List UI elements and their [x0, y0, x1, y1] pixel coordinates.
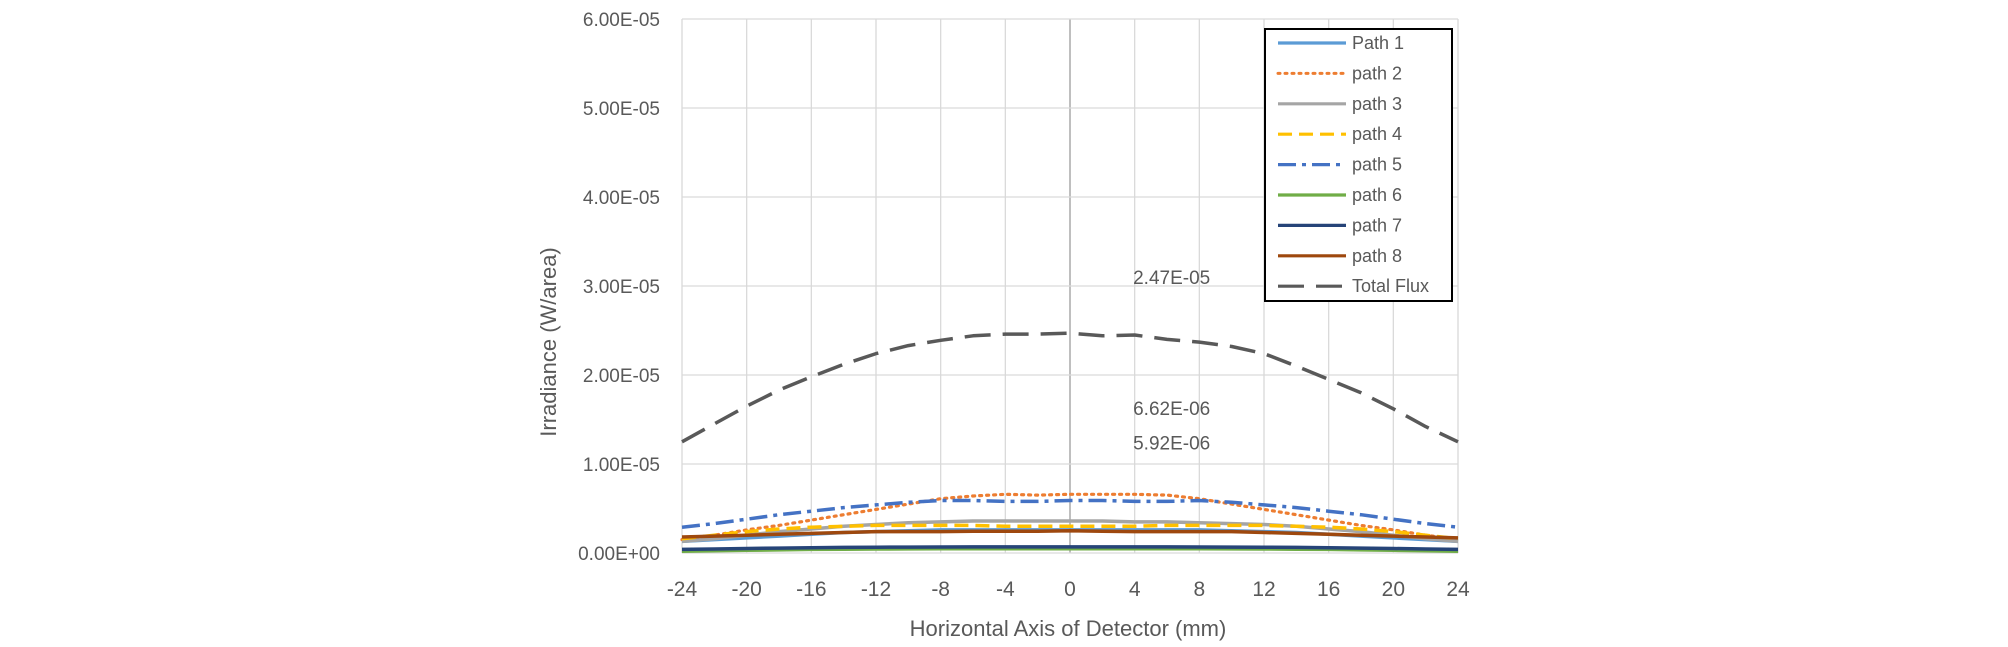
series-line-path-8	[681, 529, 1459, 540]
legend-label: path 5	[1352, 155, 1402, 175]
legend-label: path 3	[1352, 94, 1402, 114]
x-tick-label: 12	[1252, 578, 1275, 601]
data-annotation: 6.62E-06	[1133, 399, 1210, 420]
series-line-path-5	[681, 498, 1459, 529]
x-tick-label: -16	[796, 578, 826, 601]
x-tick-label: 0	[1064, 578, 1076, 601]
y-tick-label: 3.00E-05	[583, 277, 660, 298]
data-annotation: 5.92E-06	[1133, 434, 1210, 455]
x-axis-tick-labels: -24 -20 -16 -12 -8 -4 0 4 8 12 16 20 24	[667, 578, 1470, 601]
legend-box	[1264, 28, 1453, 302]
legend-label: path 2	[1352, 63, 1402, 83]
y-tick-label: 2.00E-05	[583, 366, 660, 387]
legend-label: Total Flux	[1352, 276, 1429, 296]
x-tick-label: -12	[861, 578, 891, 601]
x-tick-label: 8	[1193, 578, 1205, 601]
y-axis-tick-labels: 0.00E+00 1.00E-05 2.00E-05 3.00E-05 4.00E-05…	[578, 10, 660, 565]
data-annotation: 2.47E-05	[1133, 268, 1210, 289]
x-tick-label: -4	[996, 578, 1015, 601]
series-line-path-2	[680, 492, 1460, 542]
series-line-path-4	[681, 523, 1459, 541]
y-tick-label: 0.00E+00	[578, 544, 660, 565]
y-tick-label: 1.00E-05	[583, 455, 660, 476]
x-tick-label: -20	[731, 578, 761, 601]
x-tick-label: -24	[667, 578, 698, 601]
series-line-path-3	[681, 519, 1459, 544]
series-line-path-7	[681, 545, 1459, 552]
x-tick-label: 4	[1129, 578, 1141, 601]
x-tick-label: 20	[1382, 578, 1405, 601]
legend-label: path 4	[1352, 124, 1402, 144]
y-tick-label: 4.00E-05	[583, 188, 660, 209]
chart-series-layer	[680, 331, 1460, 553]
y-tick-label: 5.00E-05	[583, 99, 660, 120]
y-tick-label: 6.00E-05	[583, 10, 660, 31]
legend-label: path 8	[1352, 246, 1402, 266]
x-tick-label: 24	[1446, 578, 1470, 601]
y-axis-title: Irradiance (W/area)	[536, 247, 561, 437]
chart-legend: Path 1 path 2 path 3 path 4 path 5 path 6 path…	[1264, 28, 1453, 302]
legend-label: path 6	[1352, 185, 1402, 205]
legend-label: path 7	[1352, 215, 1402, 235]
legend-label: Path 1	[1352, 33, 1404, 53]
x-axis-title: Horizontal Axis of Detector (mm)	[910, 616, 1227, 641]
x-tick-label: -8	[931, 578, 950, 601]
x-tick-label: 16	[1317, 578, 1340, 601]
chart-annotations: 2.47E-05 6.62E-06 5.92E-06	[1133, 268, 1210, 455]
